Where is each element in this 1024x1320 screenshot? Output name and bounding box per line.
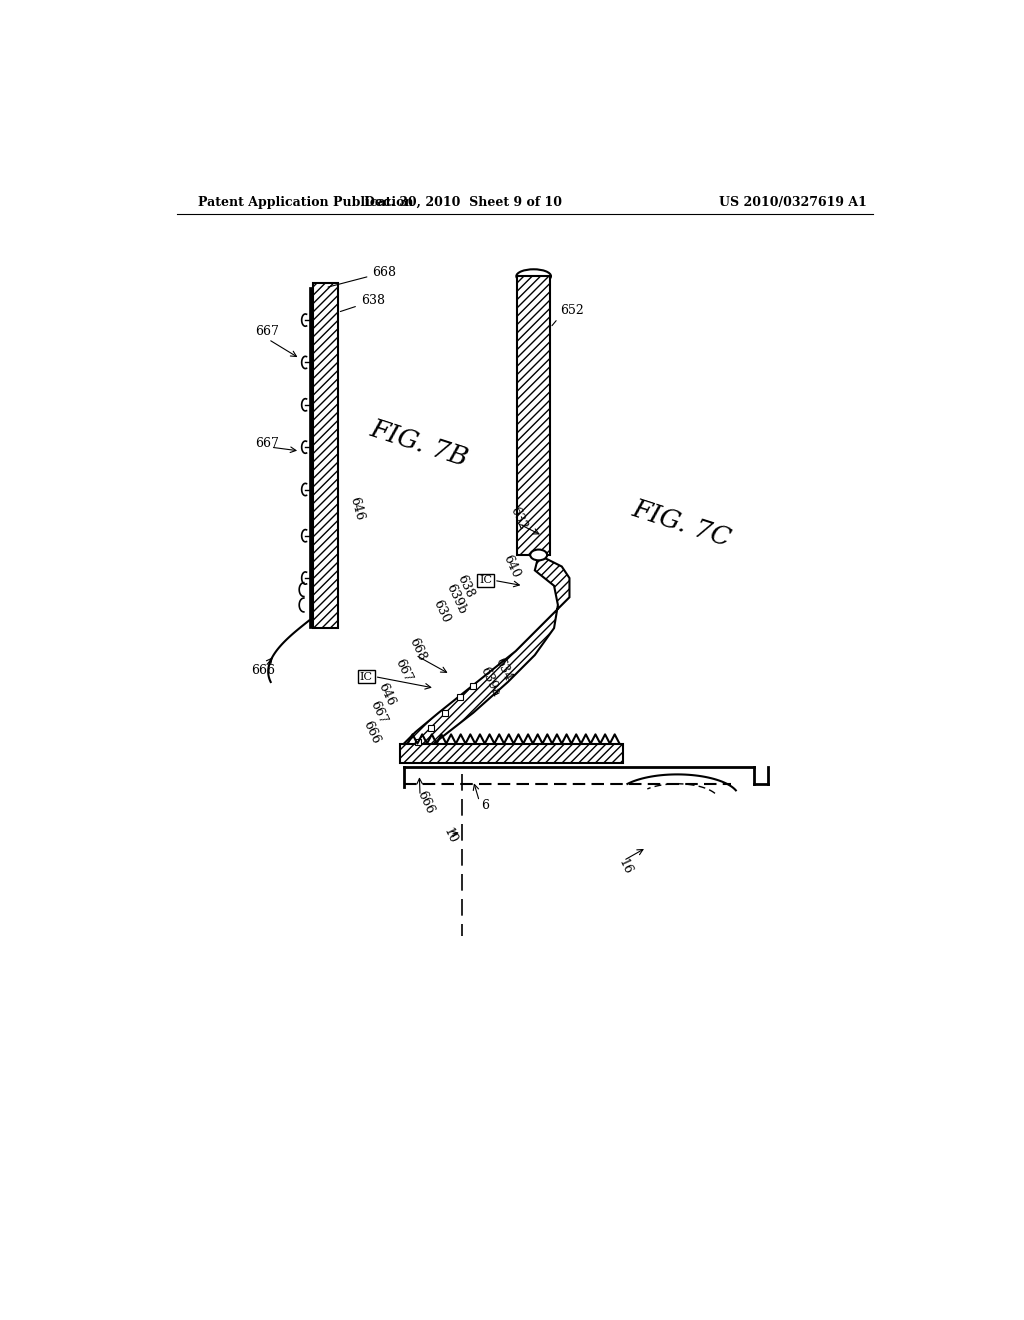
Text: 668: 668: [328, 265, 396, 286]
FancyBboxPatch shape: [357, 671, 375, 682]
Text: 632: 632: [508, 506, 529, 532]
Polygon shape: [309, 286, 313, 628]
Text: 667: 667: [255, 437, 280, 450]
Text: 638: 638: [454, 573, 476, 601]
Text: 639a: 639a: [477, 665, 502, 700]
Bar: [470, 682, 476, 689]
Text: 667: 667: [367, 700, 389, 726]
Ellipse shape: [516, 269, 551, 284]
Text: 668: 668: [407, 636, 428, 663]
Text: 639b: 639b: [443, 582, 469, 616]
Text: 666: 666: [414, 788, 436, 816]
Text: IC: IC: [479, 576, 492, 585]
Text: 646: 646: [347, 495, 366, 521]
Text: 640: 640: [500, 553, 522, 579]
Text: 667: 667: [392, 657, 415, 684]
Polygon shape: [517, 276, 550, 554]
Text: Patent Application Publication: Patent Application Publication: [199, 195, 414, 209]
Text: 16: 16: [615, 857, 634, 876]
Polygon shape: [313, 284, 338, 628]
Bar: [415, 739, 421, 744]
Text: 10: 10: [441, 826, 460, 846]
Text: 634: 634: [493, 656, 514, 684]
Text: US 2010/0327619 A1: US 2010/0327619 A1: [719, 195, 866, 209]
FancyBboxPatch shape: [477, 574, 494, 586]
Text: IC: IC: [359, 672, 373, 681]
Ellipse shape: [530, 549, 547, 561]
Text: Dec. 30, 2010  Sheet 9 of 10: Dec. 30, 2010 Sheet 9 of 10: [365, 195, 562, 209]
Bar: [457, 694, 463, 701]
Text: 646: 646: [376, 681, 397, 708]
Text: 667: 667: [255, 325, 280, 338]
Bar: [441, 710, 447, 715]
Text: 6: 6: [481, 799, 488, 812]
Text: 638: 638: [340, 294, 385, 312]
Text: 666: 666: [360, 718, 382, 746]
Text: FIG. 7C: FIG. 7C: [629, 496, 733, 552]
Text: FIG. 7B: FIG. 7B: [368, 416, 471, 471]
Bar: [428, 725, 434, 731]
Text: 630: 630: [431, 598, 453, 624]
Polygon shape: [400, 743, 624, 763]
Text: 666: 666: [252, 664, 275, 677]
Polygon shape: [403, 554, 569, 759]
Text: 652: 652: [560, 305, 584, 317]
